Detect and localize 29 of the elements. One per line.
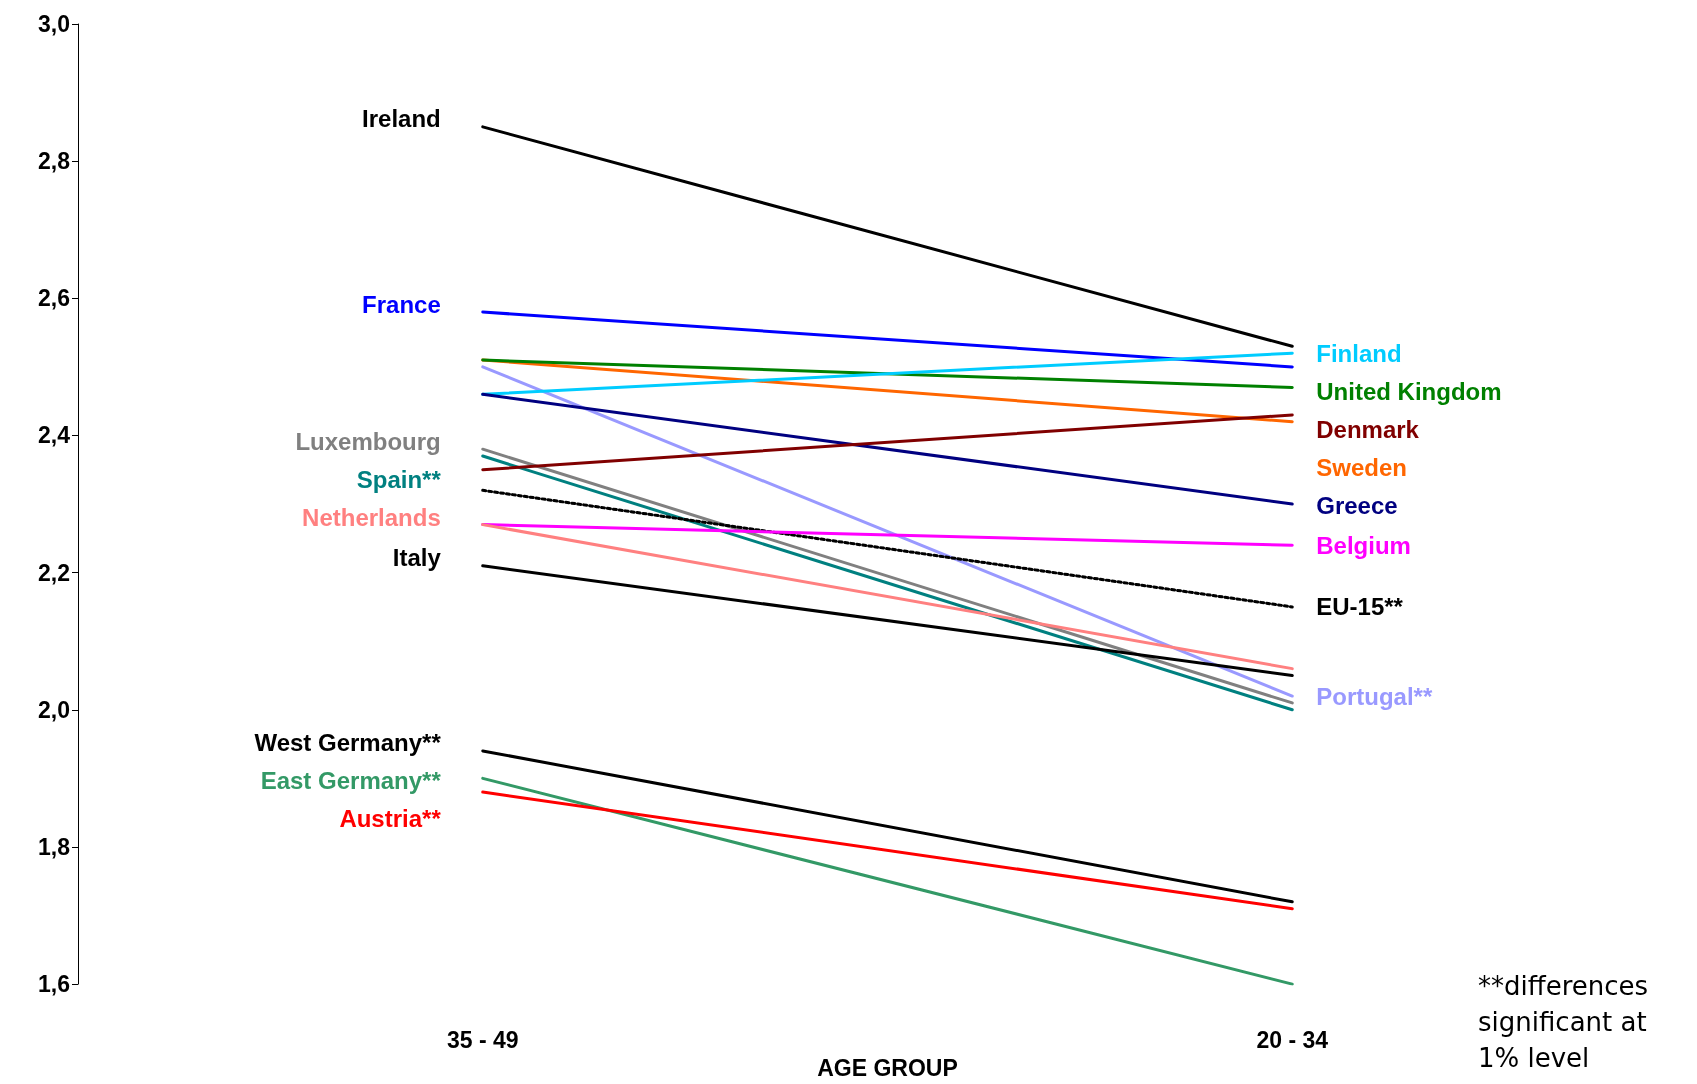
series-label: Spain** (356, 465, 442, 493)
series-label: Greece (1316, 491, 1398, 519)
series-label: Italy (392, 544, 442, 572)
x-tick-label: 35 - 49 (446, 1026, 519, 1053)
series-label: Netherlands (302, 503, 441, 531)
y-tick-label: 1,6 (38, 971, 70, 998)
series-label: EU-15** (1316, 593, 1404, 621)
series-label: Finland (1316, 339, 1402, 367)
x-axis-title: AGE GROUP (817, 1054, 958, 1081)
x-tick-label: 20 - 34 (1256, 1026, 1329, 1053)
series-label: Austria** (339, 805, 442, 833)
series-label: Portugal** (1316, 682, 1433, 710)
annotation: **differences significant at 1% level (1478, 971, 1657, 1073)
y-tick-label: 3,0 (38, 11, 70, 37)
series-label: West Germany** (254, 729, 442, 757)
y-tick-label: 2,2 (38, 559, 70, 586)
series-label: Denmark (1316, 415, 1420, 443)
series-label: France (362, 290, 441, 318)
y-tick-label: 1,8 (38, 833, 71, 860)
y-tick-label: 2,8 (38, 148, 71, 175)
series-label: Belgium (1316, 531, 1411, 559)
y-tick-label: 2,6 (38, 285, 70, 312)
series-label: Sweden (1316, 453, 1407, 481)
y-tick-label: 2,0 (38, 696, 70, 723)
series-label: Ireland (362, 105, 441, 133)
series-label: United Kingdom (1316, 377, 1502, 405)
series-label: Luxembourg (295, 427, 441, 455)
y-tick-label: 2,4 (38, 422, 71, 449)
series-label: East Germany** (260, 767, 442, 795)
